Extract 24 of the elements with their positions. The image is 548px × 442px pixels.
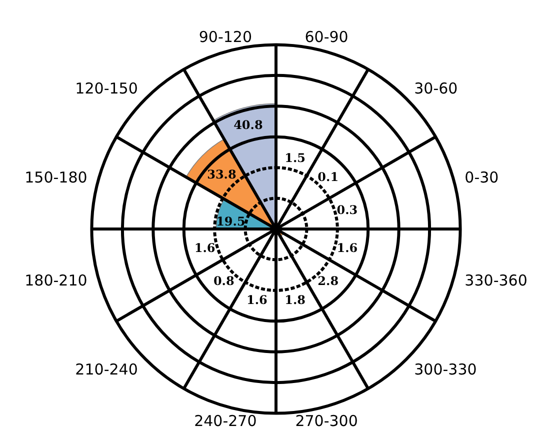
data-label: 40.8: [234, 118, 263, 132]
category-label: 60-90: [304, 28, 348, 46]
data-label: 0.1: [318, 170, 339, 184]
data-label: 0.8: [213, 274, 234, 288]
data-label: 1.6: [246, 293, 268, 308]
category-label: 180-210: [24, 272, 88, 290]
category-label: 150-180: [24, 168, 88, 186]
data-label: 1.6: [194, 241, 216, 256]
category-label: 240-270: [194, 412, 257, 430]
category-label: 270-300: [295, 412, 358, 430]
data-label: 2.8: [318, 274, 339, 288]
data-label: 1.8: [284, 293, 306, 308]
category-label: 30-60: [414, 79, 458, 98]
data-label: 1.6: [336, 241, 358, 256]
category-label: 210-240: [75, 360, 138, 379]
data-label: 33.8: [207, 168, 236, 182]
data-label: 19.5: [216, 214, 246, 228]
category-label: 0-30: [464, 168, 499, 186]
category-label: 330-360: [464, 272, 528, 290]
category-label: 90-120: [198, 28, 252, 46]
category-label: 300-330: [414, 360, 477, 379]
data-label: 0.3: [336, 202, 358, 217]
data-label: 1.5: [284, 150, 306, 165]
category-label: 120-150: [75, 79, 138, 98]
